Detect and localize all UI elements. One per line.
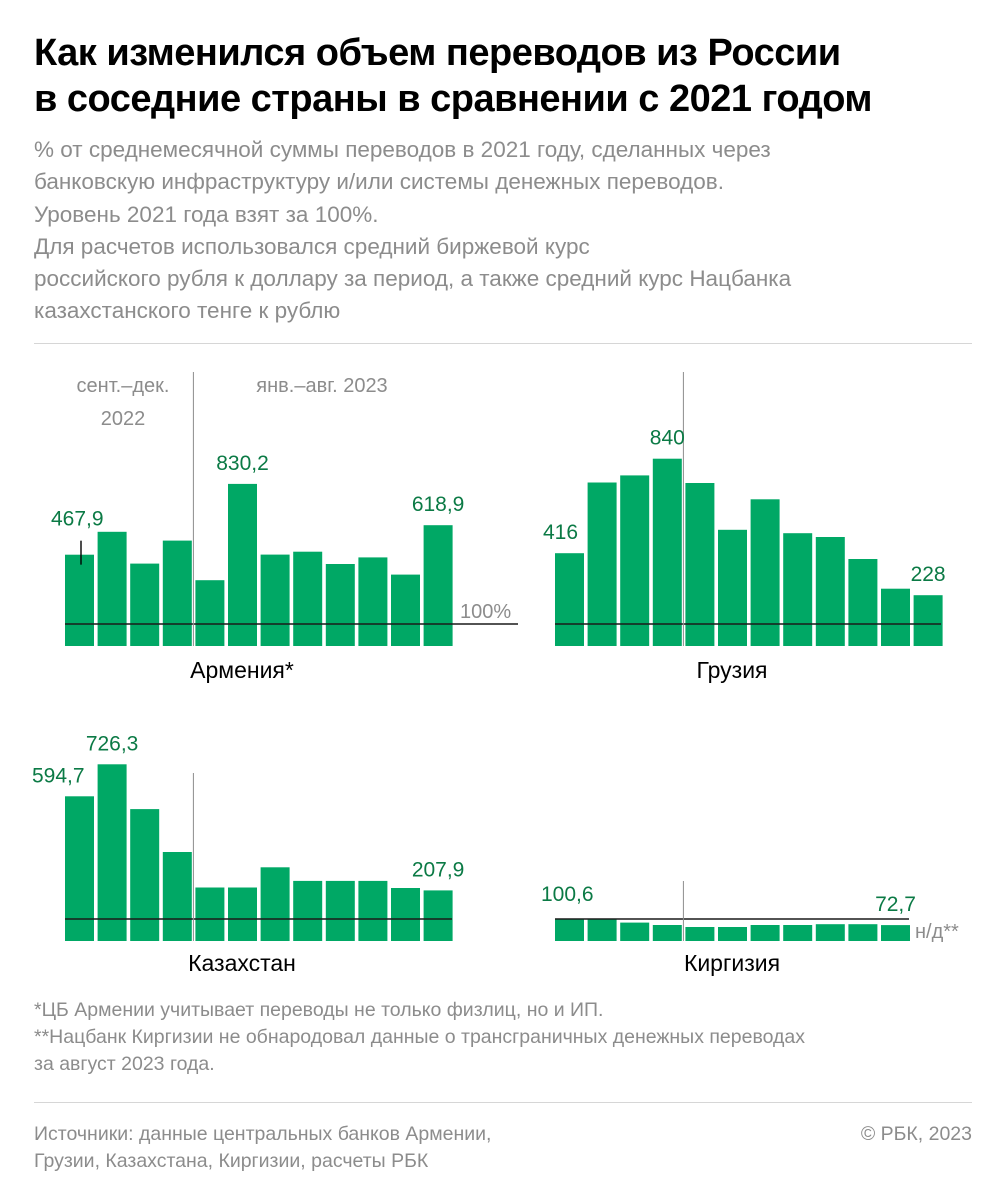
chart-4-missing-label: н/д** (915, 921, 959, 943)
chart-2-bar-10 (848, 559, 878, 646)
page-title: Как изменился объем переводов из России … (34, 30, 974, 122)
title-line-1: Как изменился объем переводов из России (34, 32, 841, 74)
footnote-2: **Нацбанк Киргизии не обнародовал данные… (34, 1026, 805, 1048)
footnote-1: *ЦБ Армении учитывает переводы не только… (34, 999, 604, 1021)
chart-4-bar-5 (685, 927, 715, 941)
chart-4-bar-6 (718, 927, 747, 941)
chart-2-bar-3 (620, 475, 650, 646)
subtitle-line-3: Уровень 2021 года взят за 100%. (34, 201, 379, 227)
chart-1-bar-12 (423, 525, 453, 646)
chart-4-value-label-1: 100,6 (541, 883, 594, 906)
subtitle: % от среднемесячной суммы переводов в 20… (34, 134, 974, 328)
period-label-1-line-2: 2022 (101, 408, 146, 430)
chart-3-value-label-2: 726,3 (86, 732, 139, 755)
chart-4-value-label-11: 72,7 (875, 893, 916, 916)
chart-2-value-label-4: 840 (650, 427, 685, 450)
chart-3-bar-2 (97, 764, 127, 941)
copyright: © РБК, 2023 (860, 1123, 972, 1145)
chart-4-bar-8 (783, 925, 813, 941)
chart-2-bar-9 (815, 537, 845, 646)
chart-3-bar-9 (325, 880, 355, 941)
chart-2-bar-5 (685, 483, 715, 646)
chart-4-title: Киргизия (684, 950, 780, 976)
chart-1-value-label-12: 618,9 (412, 493, 465, 516)
chart-2-title: Грузия (696, 657, 767, 683)
chart-3-bar-11 (391, 888, 420, 941)
period-label-1-line-1: сент.–дек. (77, 375, 170, 397)
chart-4-bar-2 (587, 919, 617, 941)
chart-2-bar-2 (587, 482, 617, 646)
chart-1-value-label-6: 830,2 (216, 452, 269, 475)
chart-1-bar-10 (358, 557, 388, 646)
chart-4-bar-4 (652, 925, 682, 941)
chart-3-bar-6 (228, 887, 257, 941)
chart-3-bar-10 (358, 880, 388, 941)
chart-1-bar-7 (260, 554, 290, 646)
chart-1-bar-4 (162, 540, 192, 646)
chart-2-bar-7 (750, 499, 780, 646)
subtitle-line-2: банковскую инфраструктуру и/или системы … (34, 169, 724, 195)
chart-1-bar-1 (65, 554, 94, 646)
title-line-2: в соседние страны в сравнении с 2021 год… (34, 78, 873, 120)
chart-2-value-label-1: 416 (543, 521, 578, 544)
chart-4-bar-9 (815, 924, 845, 941)
chart-4-bar-1 (555, 919, 584, 941)
chart-1-title: Армения* (190, 657, 294, 683)
subtitle-line-6: казахстанского тенге к рублю (34, 298, 341, 324)
chart-3-bar-8 (293, 880, 323, 941)
chart-1-value-label-1: 467,9 (51, 508, 104, 531)
chart-1-baseline-label: 100% (460, 601, 511, 623)
chart-2-bar-1 (555, 553, 584, 646)
period-label-2: янв.–авг. 2023 (256, 375, 387, 397)
footnote-3: за август 2023 года. (34, 1053, 215, 1075)
chart-2-bar-12 (913, 595, 943, 646)
chart-3-bar-3 (130, 809, 160, 941)
chart-4-bar-7 (750, 925, 780, 941)
chart-3-bar-5 (195, 887, 225, 941)
bottom-divider (34, 1102, 972, 1103)
subtitle-line-4: Для расчетов использовался средний бирже… (34, 233, 590, 259)
top-divider (34, 343, 972, 344)
subtitle-line-5: российского рубля к доллару за период, а… (34, 266, 792, 292)
chart-1-bar-8 (293, 551, 323, 646)
sources: Источники: данные центральных банков Арм… (34, 1121, 734, 1175)
chart-1-bar-3 (130, 563, 160, 646)
subtitle-line-1: % от среднемесячной суммы переводов в 20… (34, 137, 771, 162)
chart-2-value-label-12: 228 (911, 563, 946, 586)
chart-2-bar-6 (718, 529, 747, 646)
chart-3-bar-12 (423, 890, 453, 941)
footnotes: *ЦБ Армении учитывает переводы не только… (34, 997, 979, 1078)
chart-4-bar-3 (620, 922, 650, 941)
chart-3-value-label-12: 207,9 (412, 858, 465, 881)
chart-3-bar-4 (162, 852, 192, 941)
bar-charts: 467,9 830,2 618,9 Армения* 100% 416 840 228 Груз… (32, 372, 959, 976)
chart-3-bar-1 (65, 796, 94, 941)
chart-1-bar-9 (325, 564, 355, 646)
chart-2-bar-11 (881, 588, 910, 646)
chart-4-bar-11 (881, 925, 910, 941)
chart-1-bar-6 (228, 483, 257, 646)
chart-4-bar-10 (848, 924, 878, 941)
chart-3-bar-7 (260, 867, 290, 941)
chart-2-bar-4 (652, 458, 682, 646)
sources-line-1: Источники: данные центральных банков Арм… (34, 1123, 492, 1145)
chart-1-bar-5 (195, 580, 225, 646)
chart-3-title: Казахстан (188, 950, 296, 976)
chart-2-bar-8 (783, 533, 813, 646)
chart-1-bar-11 (391, 574, 420, 646)
chart-1-bar-2 (97, 531, 127, 646)
chart-3-value-label-1: 594,7 (32, 764, 85, 787)
sources-line-2: Грузии, Казахстана, Киргизии, расчеты РБ… (34, 1150, 429, 1172)
